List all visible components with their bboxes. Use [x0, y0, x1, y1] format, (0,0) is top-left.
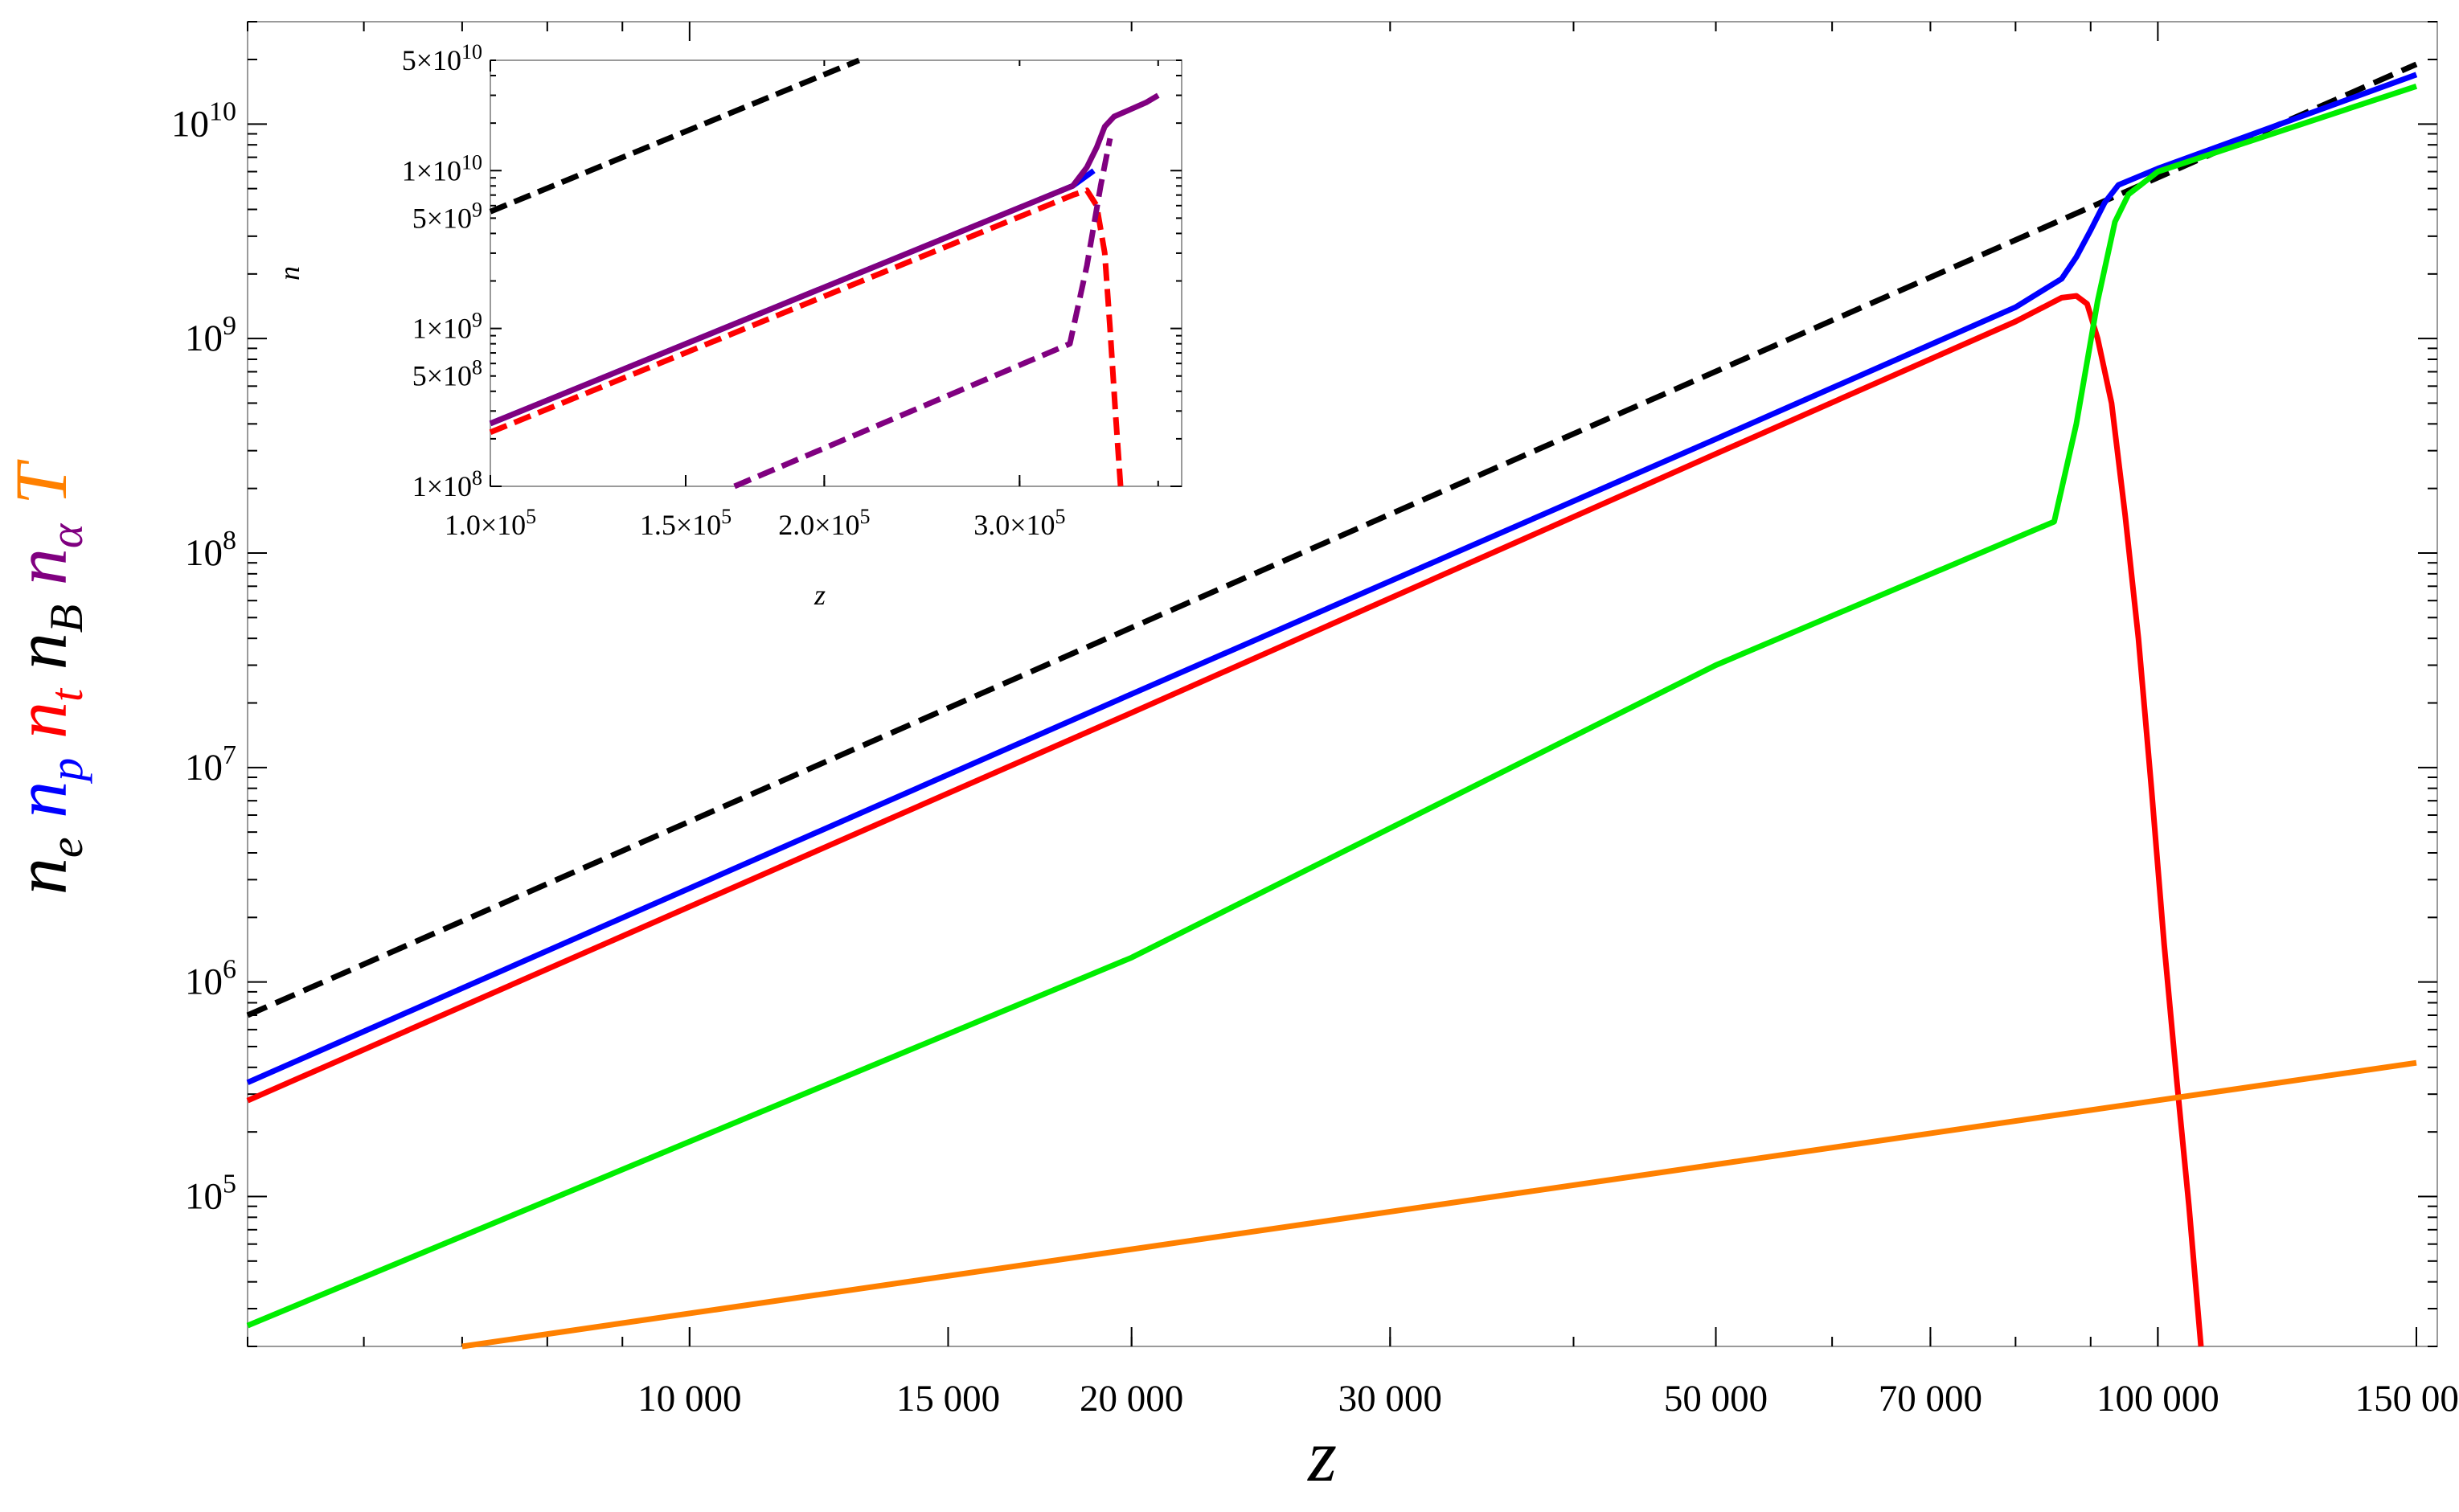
inset-plot-background	[490, 60, 1182, 486]
main-series-group	[246, 61, 2418, 1350]
series-line-3	[246, 83, 2418, 1329]
inset-plot-frame	[490, 59, 1182, 487]
inset-tick-marks	[490, 59, 1182, 487]
y-tick-label: 107	[185, 740, 236, 789]
y-tick-label: 106	[185, 955, 236, 1003]
series-line-4	[461, 1059, 2417, 1350]
x-tick-label: 10 000	[637, 1378, 741, 1420]
y-tick-label: 5×109	[412, 198, 482, 234]
y-tick-label: 109	[185, 311, 236, 359]
x-tick-label: 1.0×105	[445, 505, 536, 541]
main-y-axis-label: ne np nt nB nα T	[0, 459, 92, 895]
main-plot: 10 000 15 000 20 000 30 000 50 000 70 000 100 …	[0, 21, 2459, 1497]
series-line-2	[246, 293, 2204, 1347]
y-tick-label: 1×1010	[402, 150, 482, 186]
inset-x-axis-label: z	[814, 579, 826, 611]
series-line-0	[489, 57, 861, 215]
y-tick-label: 1010	[171, 96, 236, 145]
x-tick-label: 20 000	[1080, 1378, 1183, 1420]
main-plot-frame	[247, 21, 2438, 1347]
main-tick-marks	[247, 21, 2437, 1347]
inset-y-axis-label: n	[273, 266, 305, 281]
y-tick-label: 1×108	[412, 466, 482, 502]
x-tick-label: 3.0×105	[973, 505, 1065, 541]
y-tick-label: 1×109	[412, 309, 482, 345]
x-tick-label: 1.5×105	[640, 505, 732, 541]
y-tick-label: 5×1010	[402, 40, 482, 76]
x-tick-label: 70 000	[1879, 1378, 1982, 1420]
y-tick-label: 108	[185, 526, 236, 574]
series-line-3	[489, 187, 1124, 487]
series-line-0	[246, 61, 2418, 1018]
inset-plot: 1.0×105 1.5×105 2.0×105 3.0×105 1×1085×1081…	[273, 40, 1182, 611]
inset-x-tick-labels: 1.0×105 1.5×105 2.0×105 3.0×105	[445, 505, 1066, 541]
x-tick-label: 50 000	[1664, 1378, 1768, 1420]
main-y-tick-labels: 105 106 107 108 109 1010	[171, 96, 236, 1217]
main-x-tick-labels: 10 000 15 000 20 000 30 000 50 000 70 000 100 …	[637, 1378, 2459, 1420]
series-line-1	[246, 72, 2418, 1085]
inset-series-group	[489, 57, 1160, 490]
y-tick-label: 105	[185, 1169, 236, 1217]
x-tick-label: 30 000	[1338, 1378, 1442, 1420]
x-tick-label: 100 000	[2096, 1378, 2219, 1420]
x-tick-label: 150 000	[2355, 1378, 2459, 1420]
x-tick-label: 15 000	[896, 1378, 1000, 1420]
main-x-axis-label: z	[1306, 1415, 1337, 1497]
x-tick-label: 2.0×105	[778, 505, 870, 541]
y-tick-label: 5×108	[412, 356, 482, 392]
series-line-4	[733, 137, 1113, 490]
series-line-2	[489, 92, 1160, 427]
inset-y-tick-labels: 1×108 5×108 1×109 5×109 1×1010 5×1010	[402, 40, 482, 502]
